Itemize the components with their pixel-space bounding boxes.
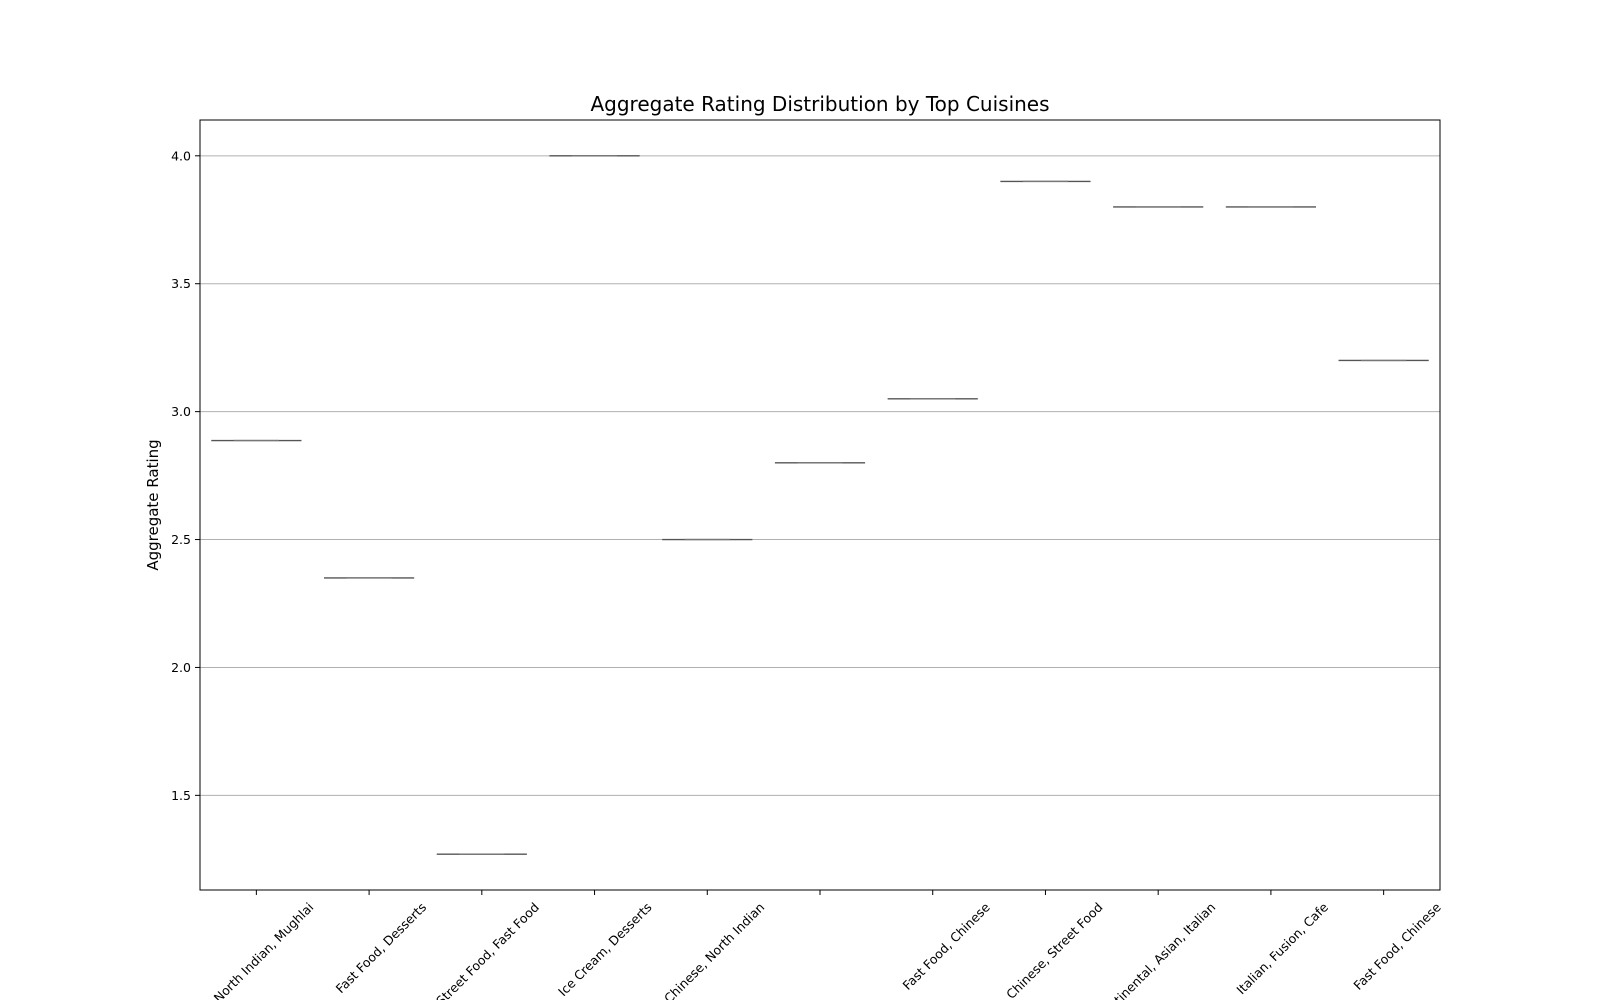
x-tick-label: Street Food, Fast Food	[433, 900, 542, 1000]
y-axis-ticks: 1.5 2.0 2.5 3.0 3.5 4.0	[171, 148, 200, 803]
x-axis-ticks: North Indian, Mughlai Fast Food, Desserts…	[211, 890, 1444, 1000]
x-tick-label: Fast Food, Chinese	[900, 899, 994, 993]
x-tick-label: North Indian, Mughlai	[211, 900, 317, 1000]
box-marks	[211, 155, 1429, 855]
y-tick-label: 3.0	[171, 404, 191, 419]
y-tick-label: 1.5	[171, 788, 191, 803]
grid-lines	[200, 155, 1440, 796]
x-tick-label: Chinese, North Indian	[661, 900, 767, 1000]
chart-title: Aggregate Rating Distribution by Top Cui…	[590, 92, 1049, 116]
y-axis-label: Aggregate Rating	[144, 439, 162, 570]
x-tick-label: Fast Food, Chinese	[1350, 899, 1444, 993]
x-tick-label: Fast Food, Desserts	[333, 900, 430, 997]
x-tick-label: Chinese, Street Food	[1003, 900, 1105, 1000]
plot-area-frame	[199, 119, 1441, 891]
y-tick-label: 2.5	[171, 532, 191, 547]
y-tick-label: 2.0	[171, 660, 191, 675]
y-tick-label: 4.0	[171, 148, 191, 163]
y-tick-label: 3.5	[171, 276, 191, 291]
x-tick-label: Ice Cream, Desserts	[555, 900, 655, 1000]
x-tick-label: Italian, Fusion, Cafe	[1233, 899, 1331, 997]
x-tick-label: Continental, Asian, Italian	[1094, 900, 1218, 1000]
